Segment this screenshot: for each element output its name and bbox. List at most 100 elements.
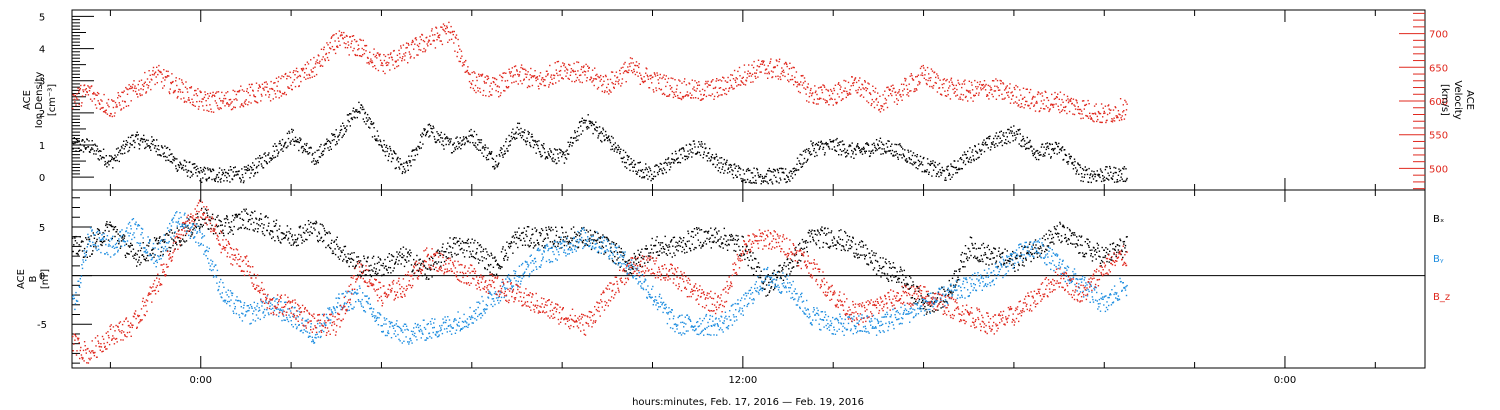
density-point [458,143,460,145]
density-point [802,150,805,152]
bx-point [169,250,171,252]
density-point [204,167,207,170]
velocity-point [154,83,156,86]
velocity-point [982,88,984,90]
velocity-point [1048,109,1051,111]
velocity-point [744,84,747,86]
velocity-point [978,83,981,86]
velocity-point [935,76,937,79]
density-point [349,125,351,127]
velocity-point [575,73,577,76]
velocity-point [78,91,80,93]
density-point [954,167,956,169]
density-point [956,168,958,171]
density-point [1112,172,1115,175]
bx-point [389,260,391,262]
density-point [339,129,342,132]
bx-point [565,238,568,240]
bx-point [347,253,349,255]
density-point [916,156,918,158]
bx-point [390,272,392,274]
velocity-point [528,78,530,81]
density-point [613,143,615,146]
density-point [750,172,753,174]
density-point [373,127,375,129]
bx-point [392,255,395,258]
velocity-point [1008,87,1011,89]
density-point [348,121,350,123]
density-point [806,160,808,162]
bx-point [479,244,482,246]
velocity-point [362,54,364,56]
density-point [179,163,182,165]
bx-point [324,230,326,232]
velocity-point [1001,98,1004,100]
bx-point [381,274,383,276]
velocity-point [400,47,402,49]
density-point [918,165,920,167]
bx-point [526,235,528,238]
velocity-point [957,79,959,82]
bx-point [559,240,561,243]
density-point [1033,148,1035,150]
velocity-point [621,82,623,85]
density-point [316,149,318,152]
density-point [743,173,746,175]
density-point [478,149,480,151]
bx-point [396,251,398,253]
velocity-point [949,85,951,87]
density-point [460,148,462,150]
velocity-point [720,94,722,96]
velocity-point [450,25,452,28]
bx-point [546,234,549,236]
bx-point [494,260,497,262]
density-point [659,162,661,165]
density-point [1036,150,1039,152]
velocity-tick-label: 600 [1429,97,1448,108]
bx-point [317,240,319,243]
velocity-point [1086,115,1089,118]
bx-point [162,240,164,242]
density-point [362,118,364,120]
velocity-point [1001,93,1003,95]
density-point [340,125,342,127]
velocity-point [684,78,686,80]
velocity-point [1007,94,1009,97]
velocity-point [1098,111,1100,114]
velocity-point [738,84,740,86]
density-point [713,158,716,160]
bx-point [527,226,530,228]
density-point [375,139,377,142]
bx-point [566,241,568,243]
density-point [867,143,869,145]
velocity-point [1101,121,1103,124]
velocity-point [677,97,679,99]
velocity-point [1025,100,1027,103]
velocity-point [1008,96,1010,98]
velocity-point [708,94,710,96]
velocity-point [83,84,86,86]
bx-point [378,261,380,263]
bx-point [448,245,451,247]
bx-point [101,241,104,244]
density-point [1045,148,1047,151]
velocity-point [523,79,525,81]
velocity-point [405,47,407,49]
density-point [599,132,601,134]
density-point [913,162,916,165]
velocity-point [482,94,484,96]
velocity-point [463,61,466,63]
density-point [705,147,707,149]
velocity-point [389,69,391,71]
density-point [774,170,776,172]
density-point [383,139,385,142]
velocity-point [976,81,979,84]
density-point [819,147,821,149]
bx-point [119,247,122,249]
bx-point [384,258,386,261]
density-point [119,149,122,151]
density-point [190,171,193,173]
density-point [542,146,544,149]
density-point [1032,152,1034,155]
velocity-point [991,93,993,96]
